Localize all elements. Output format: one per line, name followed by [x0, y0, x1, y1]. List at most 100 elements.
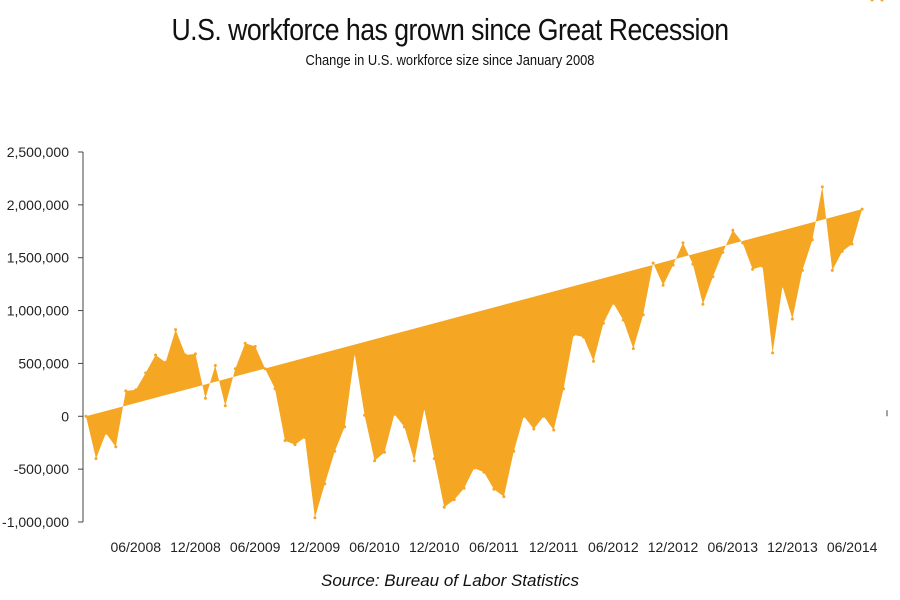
data-point-2011-07	[502, 495, 506, 499]
y-tick-label: -500,000	[14, 461, 69, 477]
data-point-2013-08	[751, 267, 755, 271]
data-point-2009-12	[313, 516, 317, 520]
x-tick-label: 12/2009	[290, 539, 341, 555]
data-point-2012-01	[562, 387, 566, 391]
y-tick-label: 1,500,000	[7, 250, 69, 266]
data-point-2011-10	[532, 427, 536, 431]
data-point-2009-08	[273, 387, 277, 391]
x-tick-label: 06/2013	[707, 539, 758, 555]
data-point-2011-01	[442, 505, 446, 509]
data-point-2014-08	[870, 0, 874, 2]
data-point-2011-11	[542, 414, 546, 418]
data-point-2011-12	[552, 428, 556, 432]
y-tick-label: 1,000,000	[7, 303, 69, 319]
data-point-2011-03	[462, 486, 466, 490]
data-point-2008-02	[94, 457, 98, 461]
chart-title: U.S. workforce has grown since Great Rec…	[171, 12, 729, 47]
data-point-2008-07	[144, 371, 148, 375]
data-point-2013-12	[790, 317, 794, 321]
data-point-2012-12	[671, 263, 675, 267]
data-point-2008-06	[134, 388, 138, 392]
x-tick-label: 12/2012	[648, 539, 699, 555]
data-point-2014-04	[830, 268, 834, 272]
data-point-2013-03	[701, 302, 705, 306]
data-point-2010-02	[333, 449, 337, 453]
data-point-2014-02	[810, 238, 814, 242]
data-point-2011-08	[512, 449, 516, 453]
data-point-2009-10	[293, 443, 297, 447]
y-tick-label: 2,500,000	[7, 144, 69, 160]
data-point-2013-09	[761, 264, 765, 268]
x-tick-label: 06/2011	[469, 539, 519, 555]
data-point-2008-05	[124, 389, 128, 393]
data-point-2012-10	[651, 261, 655, 265]
data-point-2008-10	[174, 328, 178, 332]
data-point-2014-09	[880, 0, 884, 2]
data-point-2010-11	[422, 407, 426, 411]
data-point-2010-10	[412, 459, 416, 463]
data-point-2009-06	[253, 345, 257, 348]
data-point-2014-05	[840, 249, 844, 253]
data-point-2013-02	[691, 262, 695, 266]
source-note: Source: Bureau of Labor Statistics	[321, 571, 579, 590]
data-point-2012-07	[621, 318, 625, 322]
x-tick-label: 06/2009	[230, 539, 281, 555]
data-point-2009-09	[283, 439, 287, 443]
data-point-2013-01	[681, 241, 685, 245]
x-tick-label: 12/2010	[409, 539, 460, 555]
x-tick-label: 06/2012	[588, 539, 639, 555]
data-point-2013-11	[781, 284, 784, 288]
data-point-2012-09	[641, 313, 645, 317]
x-tick-label: 12/2008	[170, 539, 221, 555]
data-point-2010-08	[392, 412, 396, 416]
data-point-2011-06	[492, 487, 496, 491]
x-tick-label: 06/2010	[349, 539, 400, 555]
data-point-2012-11	[661, 283, 665, 287]
data-point-2009-04	[233, 367, 237, 371]
data-point-2011-09	[522, 414, 526, 418]
x-tick-label: 06/2014	[827, 539, 878, 555]
data-point-2014-07	[860, 207, 864, 211]
y-tick-label: -1,000,000	[2, 514, 69, 530]
data-point-2013-05	[721, 250, 725, 254]
workforce-area	[86, 186, 863, 518]
data-point-2010-04	[353, 352, 357, 356]
data-point-2009-02	[213, 364, 217, 367]
data-point-2014-06	[850, 242, 854, 246]
data-point-2010-06	[373, 459, 377, 463]
data-point-2012-02	[572, 333, 575, 337]
x-tick-label: 12/2011	[529, 539, 579, 555]
data-point-2009-11	[303, 435, 307, 439]
data-point-2010-05	[363, 413, 367, 417]
y-tick-label: 500,000	[18, 355, 69, 371]
data-point-2012-03	[582, 335, 585, 339]
y-tick-label: 0	[61, 408, 69, 424]
data-point-2013-04	[711, 275, 715, 279]
data-point-2014-01	[800, 268, 804, 272]
y-tick-label: 2,000,000	[7, 197, 69, 213]
chart-subtitle: Change in U.S. workforce size since Janu…	[305, 52, 595, 69]
data-point-2010-07	[383, 450, 386, 454]
data-point-2008-04	[114, 445, 118, 449]
data-point-2008-08	[154, 353, 158, 357]
data-point-2009-01	[203, 396, 207, 400]
data-point-2010-01	[323, 482, 327, 486]
x-tick-label: 06/2008	[110, 539, 161, 555]
data-point-2012-05	[601, 321, 605, 325]
data-point-2010-09	[402, 425, 406, 429]
data-point-2008-09	[164, 360, 168, 364]
data-point-2013-07	[741, 241, 745, 245]
data-point-2011-02	[452, 498, 456, 502]
data-point-2009-05	[243, 341, 247, 345]
data-point-2010-03	[343, 425, 347, 429]
data-point-2009-03	[223, 404, 227, 408]
data-point-2010-12	[432, 457, 436, 461]
data-point-2012-04	[592, 359, 595, 363]
data-point-2013-06	[731, 228, 735, 232]
data-point-2014-03	[820, 185, 824, 189]
data-point-2008-11	[184, 353, 187, 357]
data-point-2011-05	[482, 470, 486, 474]
data-point-2011-04	[472, 466, 476, 470]
x-tick-label: 12/2013	[767, 539, 818, 555]
